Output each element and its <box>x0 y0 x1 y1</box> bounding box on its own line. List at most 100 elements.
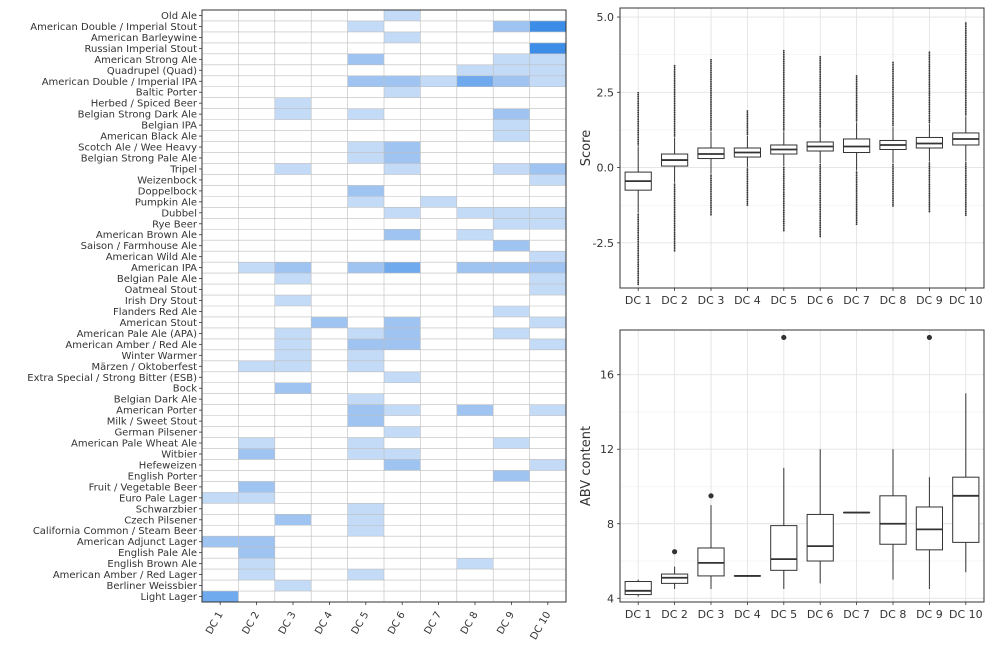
outlier-point <box>782 197 785 200</box>
outlier-point <box>710 111 712 113</box>
outlier-point <box>928 103 931 106</box>
heatmap-y-label: American Pale Wheat Ale <box>71 439 197 450</box>
outlier-point <box>710 174 712 176</box>
outlier-point <box>673 100 676 103</box>
outlier-point <box>964 214 967 217</box>
heatmap-cell <box>493 218 530 230</box>
outlier-point <box>855 223 858 226</box>
outlier-point <box>819 167 822 170</box>
outlier-point <box>637 111 640 114</box>
outlier-point <box>855 96 858 99</box>
heatmap-cell <box>347 338 384 350</box>
outlier-point <box>746 124 749 127</box>
heatmap-x-label: DC 7 <box>423 610 445 636</box>
heatmap-cell <box>347 349 384 361</box>
outlier-point <box>637 279 640 282</box>
heatmap-x-label: DC 1 <box>204 610 226 636</box>
outlier-point <box>782 94 785 97</box>
outlier-point <box>964 23 967 26</box>
outlier-point <box>892 61 894 64</box>
outlier-point <box>819 169 822 171</box>
outlier-point <box>710 121 712 124</box>
outlier-point <box>964 25 967 28</box>
outlier-point <box>710 107 712 110</box>
outlier-point <box>928 81 931 84</box>
box-iqr <box>697 547 725 577</box>
heatmap-x-label: DC 4 <box>313 610 335 636</box>
outlier-point <box>819 212 822 215</box>
heatmap-cell <box>384 75 421 87</box>
heatmap-cell <box>384 327 421 339</box>
heatmap-cell <box>493 207 530 219</box>
outlier-point <box>746 173 749 176</box>
heatmap-y-label: American Double / Imperial IPA <box>42 77 197 88</box>
outlier-point <box>819 165 822 168</box>
outlier-point <box>892 66 894 69</box>
outlier-point <box>926 334 933 341</box>
outlier-point <box>782 71 785 74</box>
outlier-point <box>746 191 749 194</box>
heatmap-y-label: Belgian Pale Ale <box>117 274 197 285</box>
outlier-point <box>673 206 676 209</box>
outlier-point <box>710 195 712 198</box>
outlier-point <box>855 174 858 177</box>
outlier-point <box>673 102 676 105</box>
outlier-point <box>855 198 858 200</box>
outlier-point <box>928 176 931 179</box>
outlier-point <box>782 67 785 70</box>
outlier-point <box>964 171 967 173</box>
outlier-point <box>746 120 749 123</box>
outlier-point <box>673 126 676 128</box>
outlier-point <box>892 115 894 118</box>
outlier-point <box>782 112 785 115</box>
outlier-point <box>892 111 894 114</box>
outlier-point <box>710 190 712 193</box>
heatmap-cell <box>493 240 530 252</box>
heatmap-cell <box>529 53 566 65</box>
outlier-point <box>964 74 967 77</box>
heatmap-cell <box>347 503 384 515</box>
heatmap-cell <box>274 108 312 120</box>
outlier-point <box>710 71 712 74</box>
outlier-point <box>928 83 931 86</box>
outlier-point <box>892 110 894 112</box>
outlier-point <box>746 111 749 114</box>
heatmap-cell <box>347 360 384 372</box>
heatmap-cell <box>529 20 566 32</box>
heatmap-y-label: American Strong Ale <box>94 55 197 66</box>
outlier-point <box>782 73 785 76</box>
heatmap-y-label: Pumpkin Ale <box>135 197 197 208</box>
outlier-point <box>672 549 678 555</box>
outlier-point <box>819 183 822 186</box>
heatmap-y-label: American Brown Ale <box>96 230 197 241</box>
outlier-point <box>819 199 822 202</box>
outlier-point <box>928 162 931 164</box>
outlier-point <box>928 180 931 182</box>
panel-border <box>619 329 985 603</box>
outlier-point <box>964 176 967 179</box>
outlier-point <box>964 108 967 111</box>
outlier-point <box>819 108 822 110</box>
outlier-point <box>710 114 712 117</box>
outlier-point <box>673 109 676 112</box>
outlier-point <box>964 112 967 114</box>
outlier-point <box>819 170 822 173</box>
outlier-point <box>928 56 931 59</box>
outlier-point <box>855 205 858 208</box>
outlier-point <box>673 215 676 218</box>
outlier-point <box>964 32 967 35</box>
outlier-point <box>892 205 894 207</box>
outlier-point <box>928 99 931 102</box>
outlier-point <box>673 75 676 78</box>
outlier-point <box>964 70 967 73</box>
x-tick-label: DC 3 <box>698 294 725 307</box>
heatmap-cell <box>384 141 421 153</box>
outlier-point <box>637 258 640 261</box>
outlier-point <box>673 79 676 82</box>
x-tick-label: DC 4 <box>734 608 761 621</box>
outlier-point <box>673 246 676 249</box>
outlier-point <box>964 40 967 42</box>
outlier-point <box>673 235 676 238</box>
box-3 <box>697 58 725 216</box>
